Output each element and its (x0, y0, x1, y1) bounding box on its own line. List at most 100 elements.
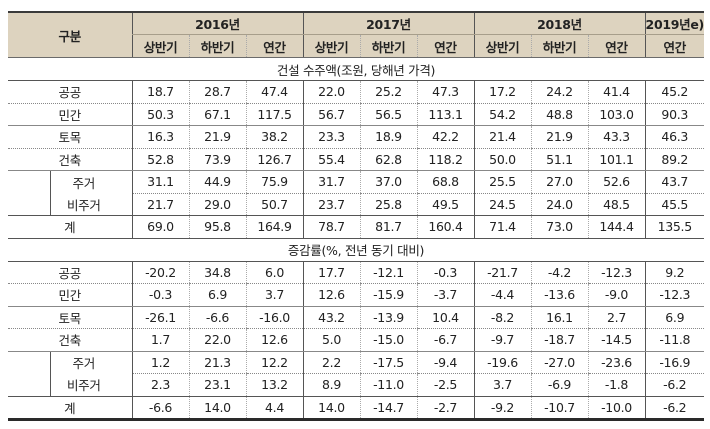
data-cell: 18.7 (131, 80, 189, 104)
data-cell: 13.2 (245, 373, 303, 397)
data-cell: 12.6 (245, 328, 303, 352)
period-header: 상반기 (302, 34, 360, 58)
data-cell: 51.1 (530, 148, 588, 171)
data-cell: -2.7 (416, 396, 474, 421)
data-cell: 45.2 (644, 80, 704, 104)
data-cell: 16.3 (131, 125, 189, 149)
year-header-2016: 2016년 (131, 11, 303, 35)
data-cell: 23.1 (188, 373, 246, 397)
section-title: 증감률(%, 전년 동기 대비) (8, 238, 704, 262)
data-cell: -9.4 (416, 351, 474, 374)
data-cell: 2.7 (587, 306, 645, 329)
data-cell: 69.0 (131, 215, 189, 239)
data-cell: -18.7 (530, 328, 588, 352)
data-cell: 17.2 (473, 80, 531, 104)
data-cell: 55.4 (302, 148, 360, 171)
row-label: 주거 (8, 170, 132, 193)
data-cell: 38.2 (245, 125, 303, 149)
table-row: 토목 -26.1 -6.6 -16.0 43.2 -13.9 10.4 -8.2 16.1 2.7… (8, 306, 704, 329)
data-cell: 50.7 (245, 193, 303, 216)
data-cell: -11.8 (644, 328, 704, 352)
data-cell: 52.8 (131, 148, 189, 171)
data-cell: 23.7 (302, 193, 360, 216)
table-row: 민간 50.3 67.1 117.5 56.7 56.5 113.1 54.2 48.8 103.… (8, 103, 704, 126)
data-cell: 68.8 (416, 170, 474, 194)
data-cell: -12.3 (587, 261, 645, 284)
data-cell: 25.2 (359, 80, 417, 104)
row-label: 건축 (8, 148, 132, 171)
row-label: 민간 (8, 103, 132, 126)
row-label: 비주거 (8, 193, 132, 216)
table-row: 주거 1.2 21.3 12.2 2.2 -17.5 -9.4 -19.6 -27.0 -23.6… (8, 351, 704, 374)
data-cell: 23.3 (302, 125, 360, 149)
data-cell: 17.7 (302, 261, 360, 284)
data-cell: -16.0 (245, 306, 303, 329)
data-cell: -21.7 (473, 261, 531, 284)
data-cell: 34.8 (188, 261, 246, 284)
row-label: 주거 (8, 351, 132, 374)
data-cell: 73.0 (530, 215, 588, 239)
data-cell: 160.4 (416, 215, 474, 239)
data-cell: 47.4 (245, 80, 303, 104)
data-cell: 14.0 (188, 396, 246, 421)
year-header-row: 구분 2016년 2017년 2018년 2019년e) (8, 11, 704, 58)
data-cell: -15.0 (359, 328, 417, 352)
data-cell: -9.0 (587, 283, 645, 307)
data-cell: -4.4 (473, 283, 531, 307)
data-cell: -12.3 (644, 283, 704, 307)
data-cell: -26.1 (131, 306, 189, 329)
data-cell: -0.3 (416, 261, 474, 284)
data-cell: 78.7 (302, 215, 360, 239)
data-cell: 89.2 (644, 148, 704, 171)
data-cell: 144.4 (587, 215, 645, 239)
row-label: 토목 (8, 306, 132, 329)
data-cell: 56.5 (359, 103, 417, 126)
data-cell: 25.5 (473, 170, 531, 194)
data-cell: 1.7 (131, 328, 189, 352)
data-cell: -9.7 (473, 328, 531, 352)
period-header: 상반기 (131, 34, 189, 58)
data-cell: 95.8 (188, 215, 246, 239)
data-cell: 118.2 (416, 148, 474, 171)
data-cell: -6.2 (644, 373, 704, 397)
row-label: 비주거 (8, 373, 132, 397)
data-cell: 43.3 (587, 125, 645, 149)
data-cell: -8.2 (473, 306, 531, 329)
table-row: 토목 16.3 21.9 38.2 23.3 18.9 42.2 21.4 21.9 43.3 46… (8, 125, 704, 149)
row-label: 토목 (8, 125, 132, 149)
data-cell: 71.4 (473, 215, 531, 239)
data-cell: 21.9 (188, 125, 246, 149)
data-cell: 29.0 (188, 193, 246, 216)
data-cell: -9.2 (473, 396, 531, 421)
data-cell: -10.7 (530, 396, 588, 421)
table-row: 건축 1.7 22.0 12.6 5.0 -15.0 -6.7 -9.7 -18.7 -14.5-… (8, 328, 704, 352)
data-cell: -10.0 (587, 396, 645, 421)
data-cell: 81.7 (359, 215, 417, 239)
table-row: 민간 -0.3 6.9 3.7 12.6 -15.9 -3.7 -4.4 -13.6 -9.0 -1… (8, 283, 704, 307)
table-row: 계 69.0 95.8 164.9 78.7 81.7 160.4 71.4 73.0 144.4… (8, 215, 704, 239)
data-cell: -17.5 (359, 351, 417, 374)
period-header: 상반기 (473, 34, 531, 58)
data-cell: -27.0 (530, 351, 588, 374)
data-cell: 164.9 (245, 215, 303, 239)
period-header: 연간 (587, 34, 645, 58)
data-cell: -19.6 (473, 351, 531, 374)
period-header-row: 상반기 하반기 연간 상반기 하반기 연간 상반기 하반기 연간 연간 (8, 34, 704, 58)
data-cell: 21.3 (188, 351, 246, 374)
data-cell: 31.7 (302, 170, 360, 194)
section-title-row: 건설 수주액(조원, 당해년 가격) (8, 57, 704, 81)
period-header: 연간 (245, 34, 303, 58)
data-cell: 21.7 (131, 193, 189, 216)
category-header: 구분 (8, 11, 132, 58)
row-label: 계 (8, 396, 132, 421)
data-cell: 16.1 (530, 306, 588, 329)
data-cell: 44.9 (188, 170, 246, 194)
data-cell: -13.9 (359, 306, 417, 329)
data-cell: 4.4 (245, 396, 303, 421)
data-cell: 62.8 (359, 148, 417, 171)
data-cell: -14.7 (359, 396, 417, 421)
data-cell: 101.1 (587, 148, 645, 171)
data-cell: 24.0 (530, 193, 588, 216)
data-cell: 21.9 (530, 125, 588, 149)
data-cell: -6.6 (131, 396, 189, 421)
